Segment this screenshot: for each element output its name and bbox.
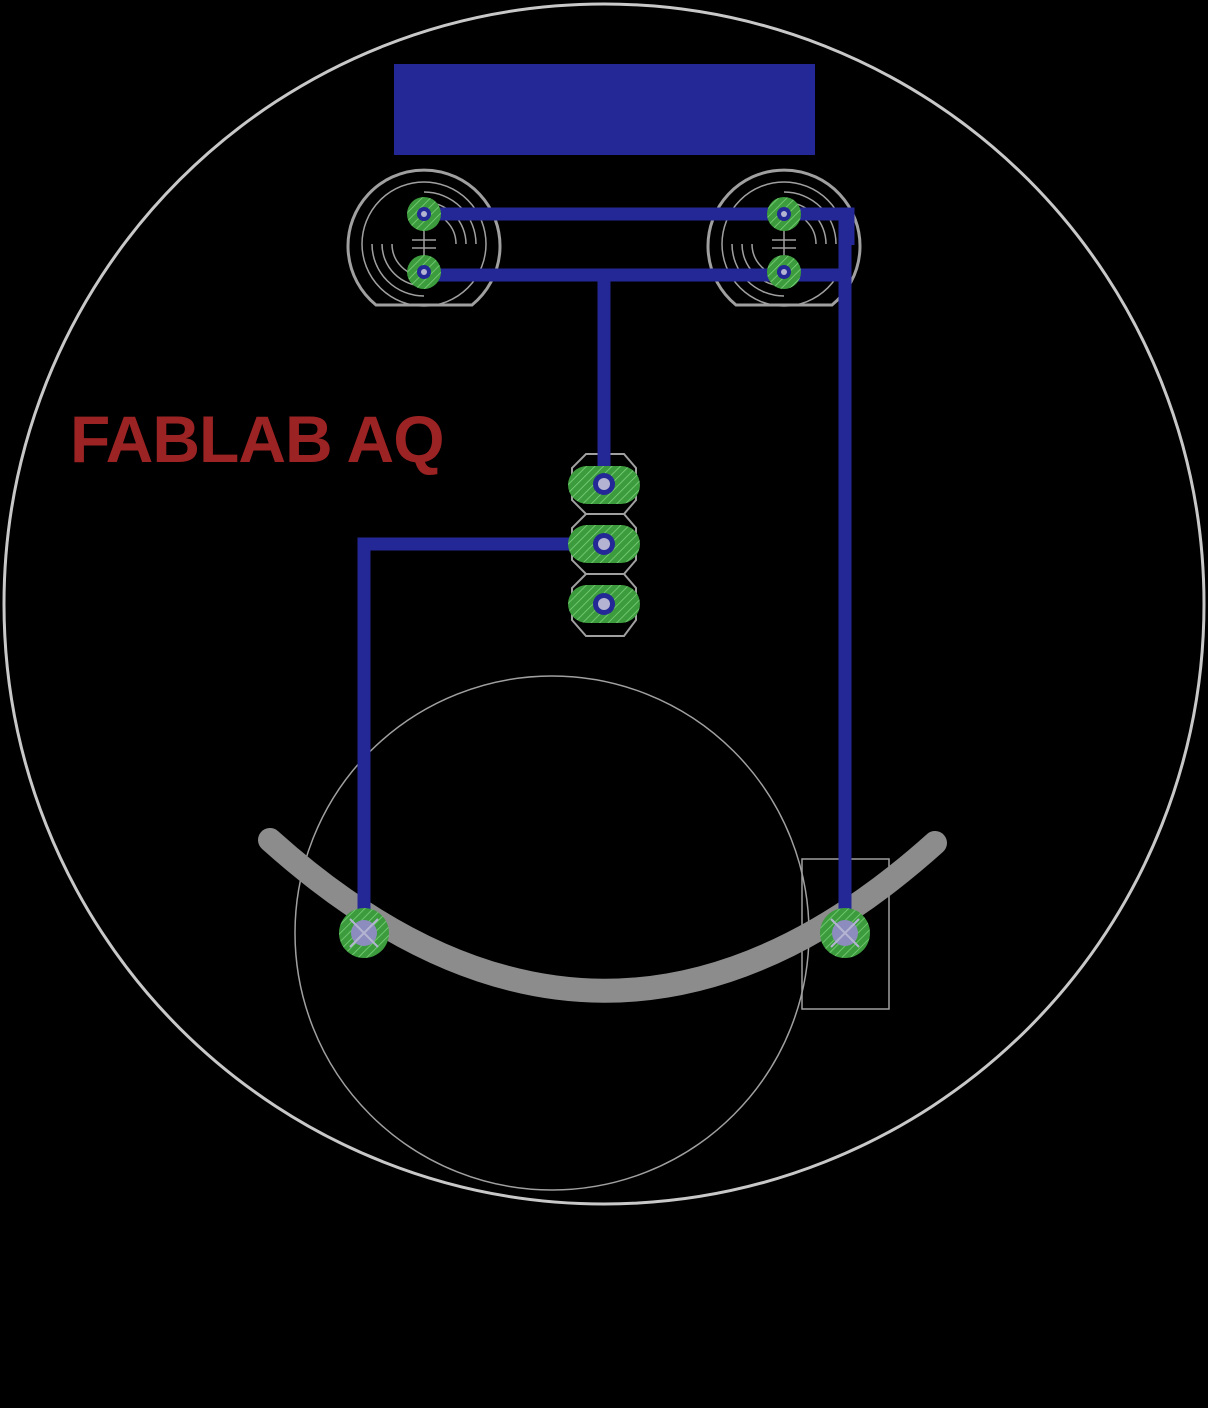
led-right-pads [767,197,801,289]
copper-pour-rect [394,64,815,155]
board-outline [2,2,1206,1206]
board-label: FABLAB AQ [70,402,444,476]
header-3pin [568,466,640,623]
coin-cell-holder [339,908,870,958]
led-left-pads [407,197,441,289]
